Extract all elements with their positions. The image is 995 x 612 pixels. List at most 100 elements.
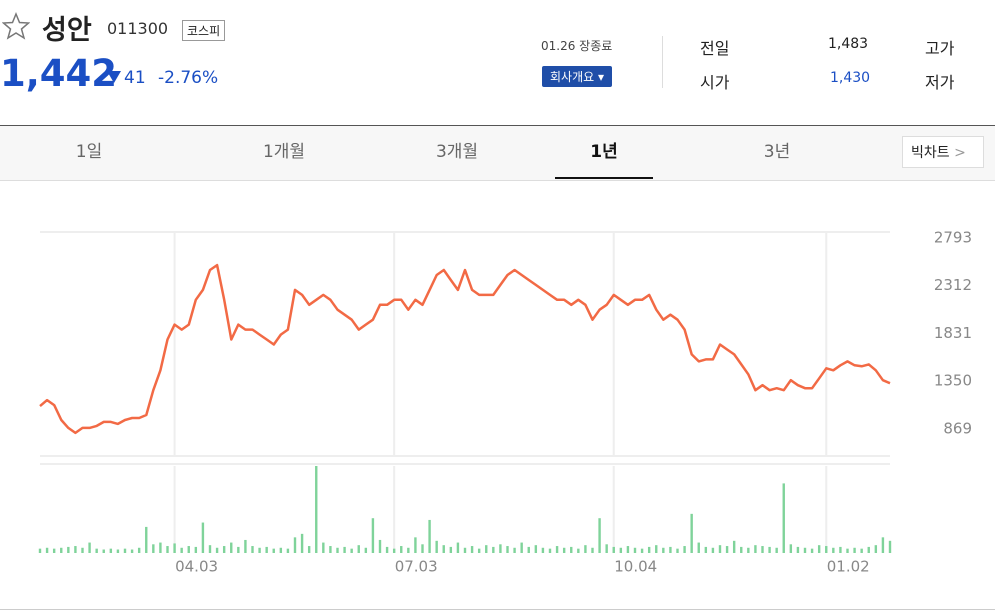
volume-bar: [683, 546, 686, 553]
volume-bar: [655, 545, 658, 553]
price-line: [39, 263, 891, 435]
volume-bar: [279, 547, 283, 553]
stock-name: 성안: [42, 15, 92, 46]
volume-bar: [803, 547, 807, 553]
volume-bar: [527, 546, 530, 553]
volume-bar: [747, 547, 750, 553]
volume-bar: [52, 548, 56, 553]
period-tab[interactable]: 1개월: [262, 142, 306, 162]
volume-bar: [662, 547, 665, 553]
volume-bar: [825, 546, 828, 553]
volume-bar: [272, 548, 275, 553]
volume-bar: [605, 544, 608, 553]
volume-bar: [881, 537, 885, 553]
volume-bar: [102, 549, 105, 553]
volume-bar: [442, 545, 445, 553]
company-button-label: 회사개요: [550, 70, 595, 84]
volume-bar: [456, 542, 460, 553]
volume-bar: [839, 546, 842, 553]
y-tick-label: 1831: [934, 324, 972, 342]
period-tab[interactable]: 3년: [763, 142, 791, 162]
volume-bar: [541, 547, 545, 553]
info-value: 1,430: [830, 70, 871, 86]
volume-bar: [477, 548, 481, 553]
volume-bar: [421, 544, 424, 553]
volume-bar: [796, 546, 800, 553]
period-tab[interactable]: 3개월: [435, 142, 479, 162]
volume-bar: [690, 513, 693, 553]
volume-bar: [570, 546, 573, 553]
volume-bar: [81, 547, 84, 553]
volume-bar: [732, 540, 736, 553]
volume-bar: [860, 548, 863, 553]
volume-bar: [711, 547, 715, 553]
volume-bar: [237, 546, 240, 553]
volume-bar: [669, 546, 672, 553]
volume-bar: [555, 546, 559, 553]
volume-bar: [145, 526, 148, 553]
x-tick-label: 04.03: [175, 558, 218, 576]
volume-bar: [400, 546, 403, 553]
volume-bar: [244, 539, 247, 553]
period-tab[interactable]: 1년: [555, 126, 653, 179]
volume-bar: [116, 549, 120, 553]
volume-bar: [343, 546, 346, 553]
volume-bar: [548, 548, 552, 553]
volume-bar: [584, 545, 587, 553]
volume-bar: [782, 483, 785, 553]
stock-code: 011300: [107, 19, 169, 38]
volume-bar: [123, 548, 127, 553]
volume-bar: [307, 546, 311, 553]
volume-bar: [137, 547, 141, 553]
volume-bar: [888, 540, 892, 553]
info-value: 1,483: [828, 36, 869, 52]
volume-bar: [775, 547, 778, 553]
info-label: 저가: [925, 73, 955, 92]
volume-bar: [449, 546, 453, 553]
down-arrow: [107, 71, 121, 83]
volume-bar: [265, 546, 268, 553]
volume-bar: [407, 547, 410, 553]
volume-bar: [640, 548, 644, 553]
volume-bar: [166, 546, 169, 553]
volume-bar: [45, 547, 49, 553]
volume-bar: [846, 548, 849, 553]
volume-bar: [761, 546, 764, 553]
volume-bar: [300, 533, 304, 553]
favorite-star[interactable]: [2, 12, 30, 40]
volume-bar: [562, 547, 566, 553]
big-chart-button[interactable]: 빅차트 >: [902, 136, 984, 168]
volume-bar: [392, 548, 396, 553]
volume-bar: [591, 547, 594, 553]
volume-bar: [336, 547, 339, 553]
volume-bar: [874, 545, 878, 553]
volume-bar: [194, 546, 198, 553]
volume-bar: [513, 547, 516, 553]
price-change: 41: [124, 68, 146, 88]
volume-bar: [492, 546, 495, 553]
volume-bar: [867, 546, 870, 553]
volume-bar: [322, 542, 325, 553]
period-tab[interactable]: 1일: [75, 142, 103, 162]
bottom-border: [0, 609, 995, 610]
volume-bar: [626, 546, 630, 553]
volume-bar: [258, 547, 261, 553]
x-tick-label: 10.04: [614, 558, 657, 576]
volume-bar: [697, 542, 700, 553]
volume-bar: [286, 548, 290, 553]
volume-bar: [329, 546, 332, 553]
volume-bar: [251, 546, 254, 553]
volume-bar: [222, 546, 226, 553]
company-button[interactable]: 회사개요 ▾: [542, 66, 613, 87]
info-label: 시가: [700, 73, 730, 92]
volume-bar: [810, 548, 814, 553]
volume-bar: [704, 546, 708, 553]
volume-bar: [173, 543, 176, 553]
volume-bar: [208, 545, 212, 553]
volume-bar: [470, 546, 474, 553]
current-price: 1,442: [0, 52, 118, 95]
x-tick-label: 01.02: [827, 558, 870, 576]
volume-bar: [520, 542, 523, 553]
